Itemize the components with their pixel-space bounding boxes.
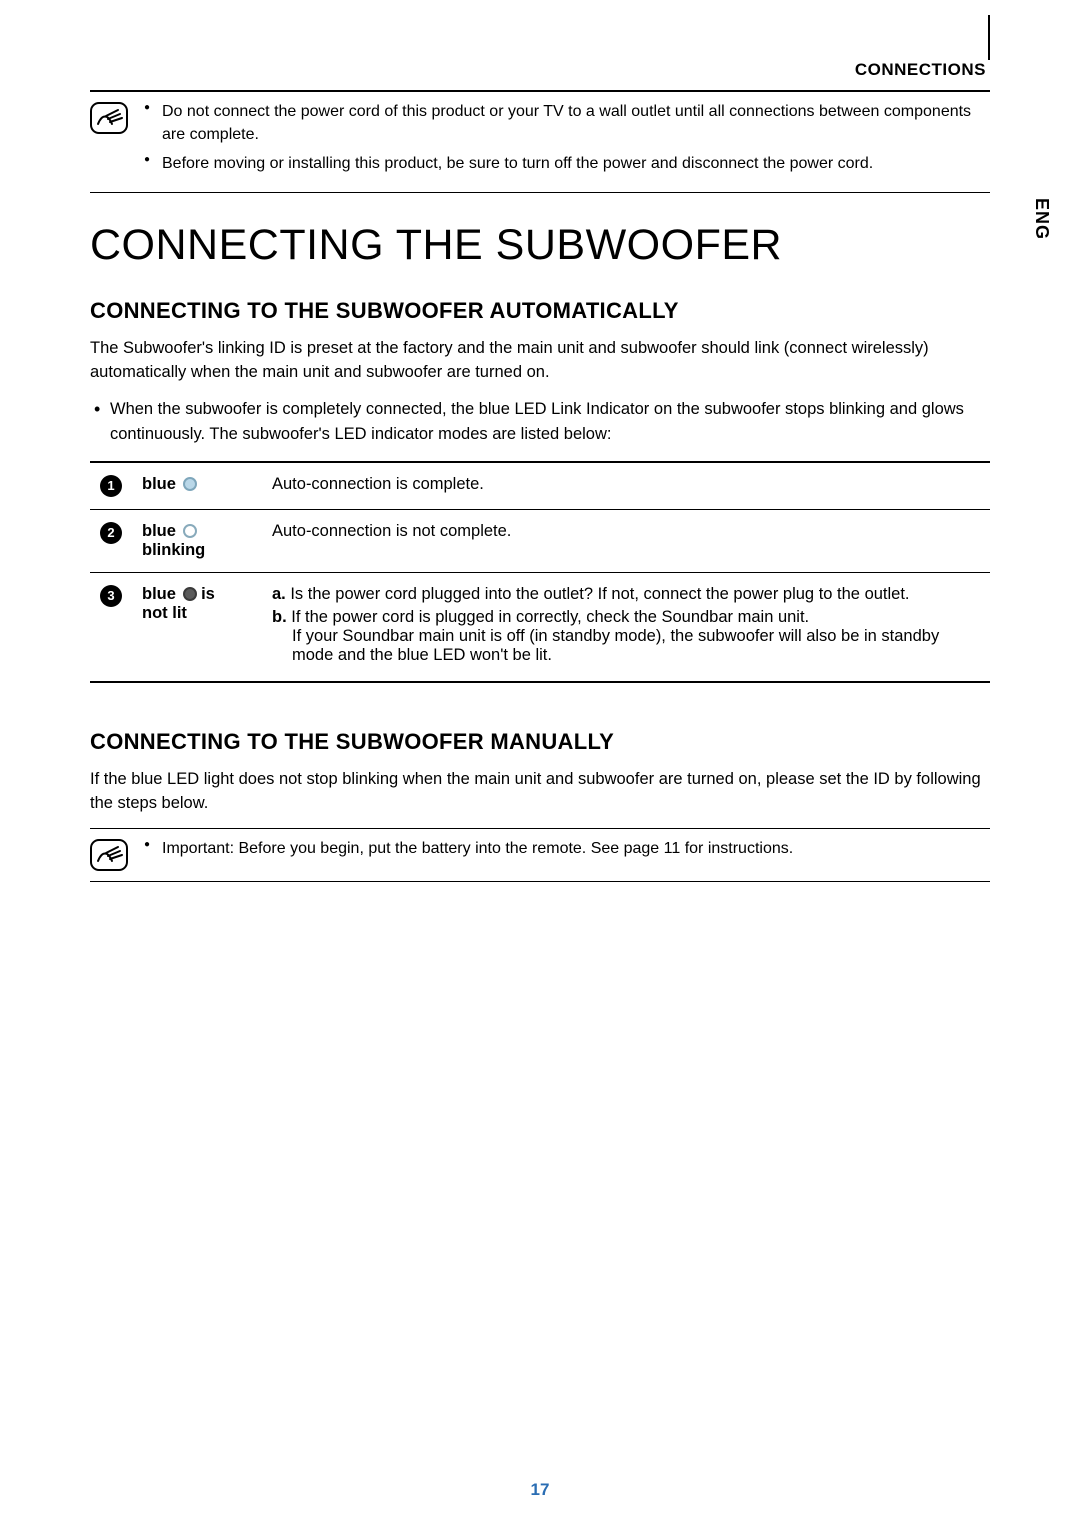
state-trail: is: [197, 585, 215, 603]
divider: [90, 192, 990, 193]
top-note-block: Do not connect the power cord of this pr…: [90, 100, 990, 182]
section-header: CONNECTIONS: [90, 60, 990, 80]
note-item: Do not connect the power cord of this pr…: [144, 100, 990, 146]
ab-cont: mode and the blue LED won't be lit.: [272, 646, 980, 665]
manual-note-list: Important: Before you begin, put the bat…: [144, 837, 793, 866]
ab-text: If the power cord is plugged in correctl…: [287, 608, 809, 626]
auto-intro: The Subwoofer's linking ID is preset at …: [90, 336, 990, 386]
note-icon: [90, 102, 128, 134]
note-icon: [90, 839, 128, 871]
top-note-list: Do not connect the power cord of this pr…: [144, 100, 990, 182]
auto-bullets: When the subwoofer is completely connect…: [90, 397, 990, 447]
manual-intro: If the blue LED light does not stop blin…: [90, 767, 990, 817]
page-title: CONNECTING THE SUBWOOFER: [90, 221, 990, 270]
header-right-rule: [988, 15, 990, 60]
divider: [90, 90, 990, 92]
table-row: 3 blue is not lit a. Is the power cord p…: [90, 572, 990, 682]
led-dot-icon: [183, 524, 197, 538]
led-description: Auto-connection is complete.: [262, 462, 990, 510]
state-word: blue: [142, 585, 176, 603]
ab-cont: If your Soundbar main unit is off (in st…: [272, 627, 980, 646]
state-word: blue: [142, 522, 176, 540]
led-state: blue is not lit: [132, 572, 262, 682]
led-dot-icon: [183, 587, 197, 601]
state-sub: not lit: [142, 604, 252, 623]
ab-label: a.: [272, 585, 286, 603]
divider: [90, 828, 990, 829]
led-description: Auto-connection is not complete.: [262, 509, 990, 572]
manual-note-block: Important: Before you begin, put the bat…: [90, 837, 990, 871]
list-item: b. If the power cord is plugged in corre…: [272, 608, 980, 665]
led-state: blue: [132, 462, 262, 510]
row-number: 3: [100, 585, 122, 607]
state-sub: blinking: [142, 541, 252, 560]
auto-heading: CONNECTING TO THE SUBWOOFER AUTOMATICALL…: [90, 298, 990, 324]
list-item: When the subwoofer is completely connect…: [90, 397, 990, 447]
ab-text: Is the power cord plugged into the outle…: [286, 585, 910, 603]
table-row: 2 blue blinking Auto-connection is not c…: [90, 509, 990, 572]
page-number: 17: [0, 1480, 1080, 1500]
list-item: a. Is the power cord plugged into the ou…: [272, 585, 980, 604]
language-tab: ENG: [1031, 198, 1052, 240]
state-word: blue: [142, 475, 176, 493]
row-number: 1: [100, 475, 122, 497]
manual-heading: CONNECTING TO THE SUBWOOFER MANUALLY: [90, 729, 990, 755]
row-number: 2: [100, 522, 122, 544]
note-item: Important: Before you begin, put the bat…: [144, 837, 793, 860]
led-indicator-table: 1 blue Auto-connection is complete. 2 bl…: [90, 461, 990, 683]
ab-label: b.: [272, 608, 287, 626]
led-dot-icon: [183, 477, 197, 491]
note-item: Before moving or installing this product…: [144, 152, 990, 175]
divider: [90, 881, 990, 882]
led-description: a. Is the power cord plugged into the ou…: [262, 572, 990, 682]
led-state: blue blinking: [132, 509, 262, 572]
table-row: 1 blue Auto-connection is complete.: [90, 462, 990, 510]
